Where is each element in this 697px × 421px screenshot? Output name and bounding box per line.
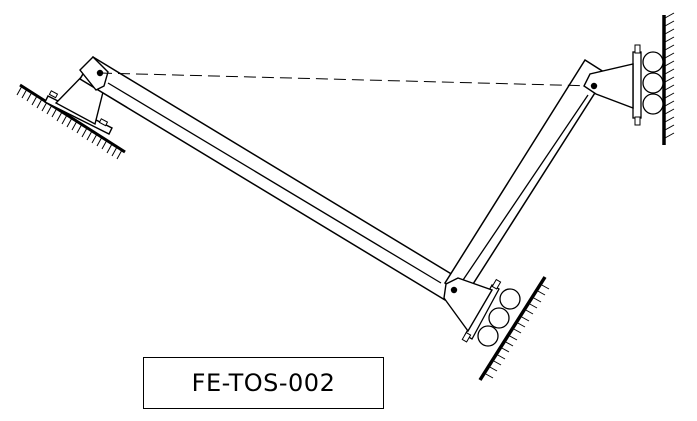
left-ground-hatch [16,85,123,160]
drawing-label: FE-TOS-002 [191,369,336,397]
beam-left [78,55,460,302]
right-rollers [642,51,664,115]
dashed-cable [99,72,595,87]
bottom-ground [478,276,550,381]
right-pin-bracket [583,63,634,110]
bottom-rollers [477,288,521,347]
right-wall [662,12,675,145]
right-base-plate [632,44,642,126]
left-ground [16,83,126,160]
beam-right [443,58,609,297]
bottom-pin-bracket [443,277,494,333]
drawing-label-box: FE-TOS-002 [143,357,384,409]
